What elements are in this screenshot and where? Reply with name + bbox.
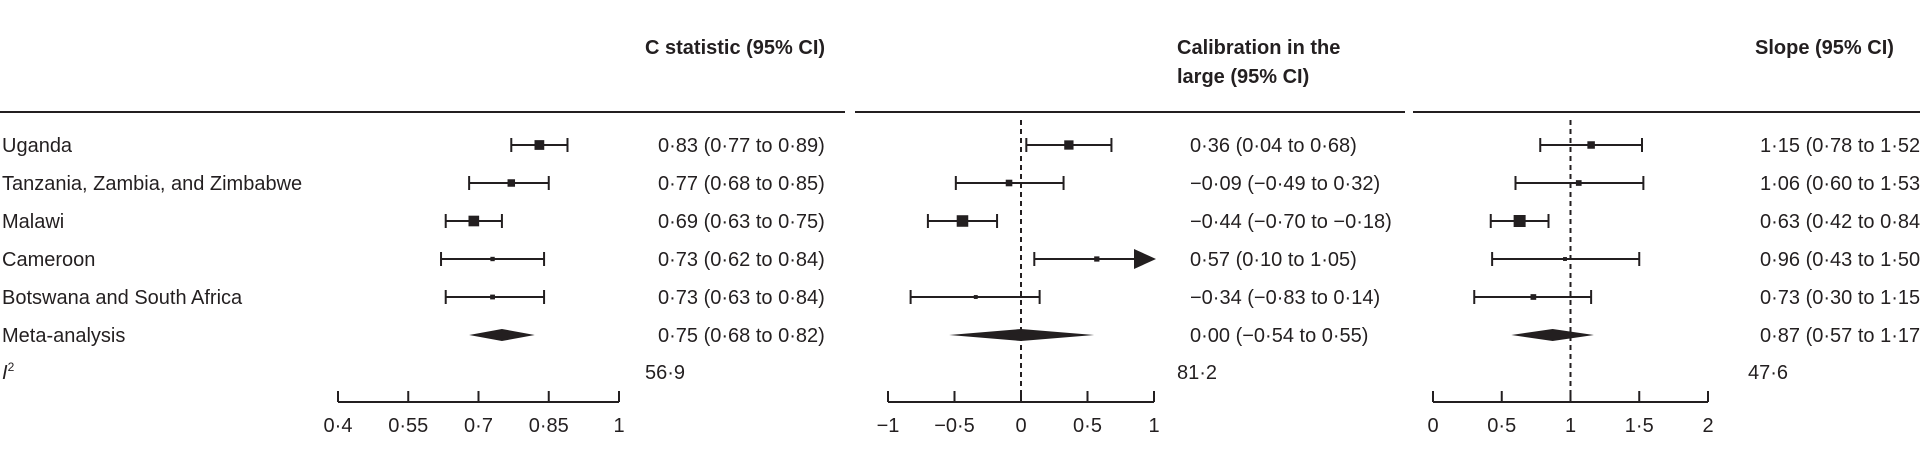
point-estimate — [1064, 140, 1074, 150]
estimate-label: 0·73 (0·62 to 0·84) — [658, 249, 825, 271]
summary-diamond — [949, 329, 1095, 341]
estimate-label: 0·69 (0·63 to 0·75) — [658, 211, 825, 233]
estimate-label: 0·73 (0·30 to 1·15) — [1760, 287, 1920, 309]
estimate-label: 0·63 (0·42 to 0·84) — [1760, 211, 1920, 233]
x-tick-label: 0 — [1427, 415, 1438, 437]
row-label: Meta-analysis — [2, 325, 125, 347]
point-estimate — [1575, 180, 1582, 186]
panel-title: Slope (95% CI) — [1755, 37, 1894, 59]
x-tick-label: 1 — [1148, 415, 1159, 437]
x-tick-label: 2 — [1702, 415, 1713, 437]
panel-title: Calibration in the — [1177, 37, 1340, 59]
x-tick-label: 0·55 — [388, 415, 428, 437]
x-tick-label: 1 — [1565, 415, 1576, 437]
estimate-label: −0·09 (−0·49 to 0·32) — [1190, 173, 1380, 195]
estimate-label: −0·44 (−0·70 to −0·18) — [1190, 211, 1392, 233]
i2-value: 47·6 — [1748, 362, 1788, 384]
point-estimate — [956, 215, 969, 227]
estimate-label: −0·34 (−0·83 to 0·14) — [1190, 287, 1380, 309]
x-tick-label: −1 — [877, 415, 900, 437]
estimate-label: 0·36 (0·04 to 0·68) — [1190, 135, 1357, 157]
estimate-label: 0·96 (0·43 to 1·50) — [1760, 249, 1920, 271]
estimate-label: 0·73 (0·63 to 0·84) — [658, 287, 825, 309]
row-label: Tanzania, Zambia, and Zimbabwe — [2, 173, 302, 195]
row-label: Malawi — [2, 211, 64, 233]
x-tick-label: 0·5 — [1073, 415, 1102, 437]
x-tick-label: 1·5 — [1625, 415, 1654, 437]
x-tick-label: −0·5 — [934, 415, 975, 437]
summary-diamond — [469, 329, 535, 341]
i2-value: 81·2 — [1177, 362, 1217, 384]
x-tick-label: 0·5 — [1487, 415, 1516, 437]
i2-label-letter: I — [2, 362, 8, 384]
point-estimate — [1587, 141, 1595, 149]
point-estimate — [507, 179, 516, 187]
panel-title: C statistic (95% CI) — [645, 37, 825, 59]
summary-diamond — [1511, 329, 1594, 341]
summary-label: 0·75 (0·68 to 0·82) — [658, 325, 825, 347]
point-estimate — [1094, 256, 1100, 262]
point-estimate — [1563, 257, 1567, 261]
ci-arrow — [1134, 249, 1156, 269]
point-estimate — [534, 140, 545, 150]
point-estimate — [1530, 294, 1537, 300]
estimate-label: 1·06 (0·60 to 1·53) — [1760, 173, 1920, 195]
x-tick-label: 1 — [613, 415, 624, 437]
i2-value: 56·9 — [645, 362, 685, 384]
summary-label: 0·00 (−0·54 to 0·55) — [1190, 325, 1368, 347]
summary-label: 0·87 (0·57 to 1·17) — [1760, 325, 1920, 347]
row-label: Uganda — [2, 135, 73, 157]
point-estimate — [1513, 215, 1526, 227]
point-estimate — [490, 294, 495, 300]
point-estimate — [1005, 179, 1013, 187]
i2-label-superscript: 2 — [8, 360, 15, 374]
point-estimate — [468, 215, 480, 227]
point-estimate — [490, 256, 495, 262]
estimate-label: 0·77 (0·68 to 0·85) — [658, 173, 825, 195]
i2-label: I2 — [2, 360, 15, 384]
x-tick-label: 0·85 — [529, 415, 569, 437]
estimate-label: 0·57 (0·10 to 1·05) — [1190, 249, 1357, 271]
panel-title: large (95% CI) — [1177, 66, 1309, 88]
x-tick-label: 0·4 — [324, 415, 353, 437]
x-tick-label: 0 — [1015, 415, 1026, 437]
row-label: Cameroon — [2, 249, 95, 271]
x-tick-label: 0·7 — [464, 415, 493, 437]
estimate-label: 1·15 (0·78 to 1·52) — [1760, 135, 1920, 157]
row-label: Botswana and South Africa — [2, 287, 243, 309]
estimate-label: 0·83 (0·77 to 0·89) — [658, 135, 825, 157]
point-estimate — [973, 295, 978, 299]
